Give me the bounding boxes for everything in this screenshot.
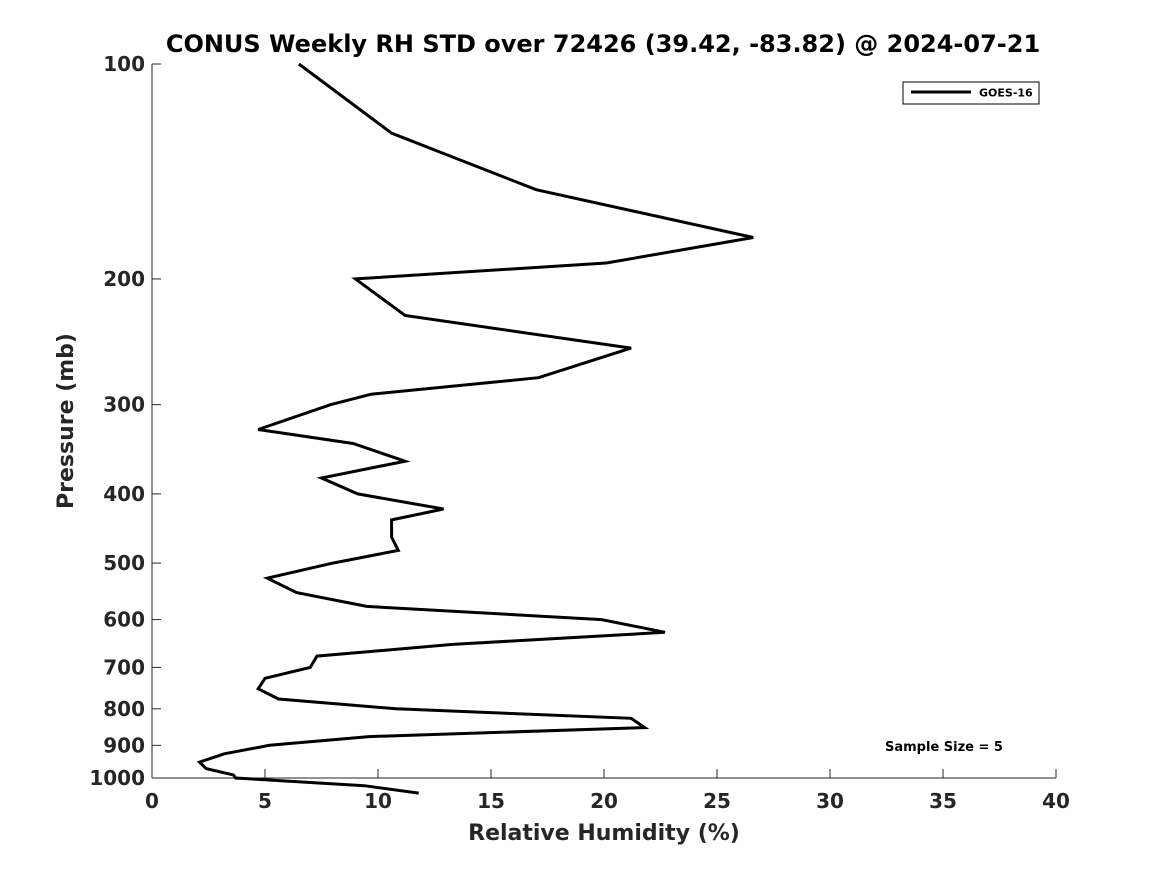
sample-size-annotation: Sample Size = 5 [885,740,1003,755]
y-tick-label: 600 [103,608,145,632]
x-tick-label: 15 [477,789,505,813]
y-tick-label: 700 [103,655,145,679]
y-tick-label: 800 [103,697,145,721]
series-layer [196,62,754,795]
series-line-goes-16 [196,62,754,795]
x-tick-label: 10 [364,789,392,813]
y-tick-label: 100 [103,52,145,76]
legend: GOES-16 [902,81,1040,105]
y-axis-label: Pressure (mb) [54,333,79,509]
legend-label-goes-16: GOES-16 [979,87,1033,100]
y-tick-label: 200 [103,267,145,291]
x-tick-label: 35 [929,789,957,813]
y-tick-label: 1000 [89,766,145,790]
x-axis-label: Relative Humidity (%) [468,821,740,846]
x-tick-label: 20 [590,789,618,813]
x-tick-label: 40 [1042,789,1070,813]
y-tick-label: 400 [103,482,145,506]
x-tick-label: 25 [703,789,731,813]
x-tick-label: 5 [258,789,272,813]
axes [151,63,1057,779]
x-tick-label: 0 [145,789,159,813]
x-tick-label: 30 [816,789,844,813]
y-tick-label: 500 [103,551,145,575]
tick-labels: 0 5 10 15 20 25 30 35 40 100 200 300 400 500 600 700 800… [89,52,1070,813]
y-tick-label: 900 [103,733,145,757]
chart-title: CONUS Weekly RH STD over 72426 (39.42, -… [166,30,1040,58]
y-tick-label: 300 [103,393,145,417]
